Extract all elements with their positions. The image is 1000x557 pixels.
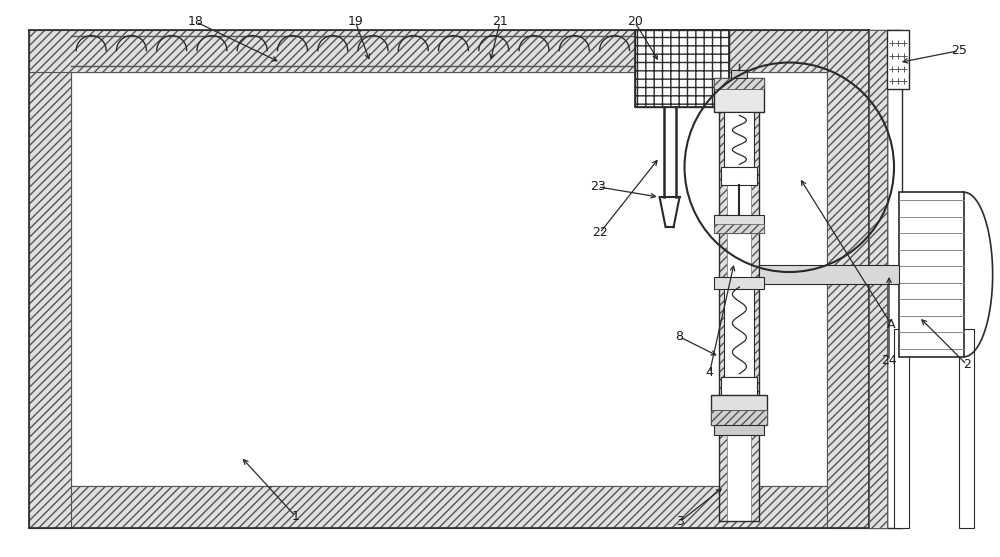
Text: 23: 23: [590, 180, 606, 193]
Text: 20: 20: [627, 15, 643, 28]
Text: 25: 25: [951, 44, 967, 57]
Bar: [869, 30, 887, 529]
Bar: [827, 30, 869, 529]
Bar: [721, 167, 757, 185]
Bar: [711, 409, 767, 424]
Bar: [751, 113, 759, 521]
Text: 4: 4: [706, 367, 713, 379]
Bar: [724, 113, 754, 167]
Bar: [29, 486, 869, 529]
Bar: [711, 395, 767, 424]
Bar: [714, 77, 764, 90]
Bar: [894, 329, 909, 529]
Bar: [714, 77, 764, 113]
Bar: [899, 192, 964, 357]
Bar: [714, 277, 764, 289]
Bar: [71, 71, 827, 486]
Text: 8: 8: [676, 330, 684, 343]
Text: 3: 3: [676, 515, 683, 529]
Bar: [714, 224, 764, 233]
Bar: [635, 30, 729, 108]
Bar: [29, 30, 869, 71]
Bar: [721, 377, 757, 395]
Text: 22: 22: [592, 227, 608, 240]
Bar: [714, 215, 764, 233]
Bar: [759, 265, 899, 285]
Text: 24: 24: [881, 354, 897, 367]
Bar: [719, 113, 727, 521]
Bar: [869, 30, 887, 529]
Text: 1: 1: [292, 510, 299, 523]
Bar: [959, 329, 974, 529]
Bar: [731, 70, 747, 77]
Bar: [714, 424, 764, 434]
Bar: [635, 30, 729, 108]
Bar: [887, 30, 909, 90]
Bar: [887, 30, 902, 529]
Bar: [29, 30, 71, 529]
Bar: [727, 113, 751, 521]
Text: A: A: [887, 317, 895, 330]
Bar: [724, 287, 754, 377]
Text: 2: 2: [963, 358, 971, 371]
Text: 21: 21: [492, 15, 508, 28]
Text: 18: 18: [188, 15, 204, 28]
Text: 19: 19: [347, 15, 363, 28]
